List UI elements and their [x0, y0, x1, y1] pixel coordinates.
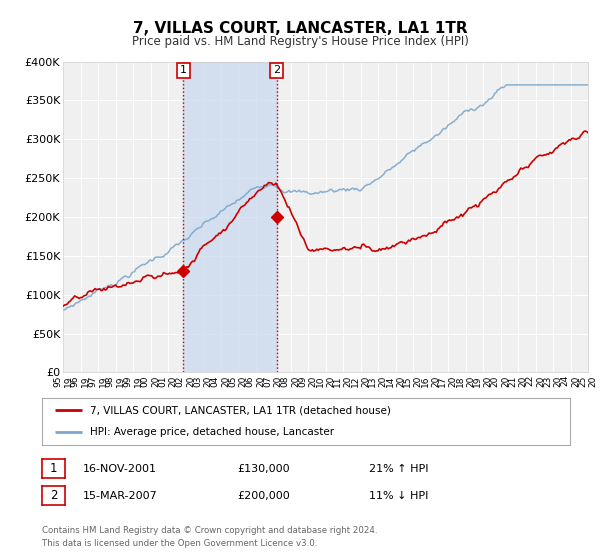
Text: HPI: Average price, detached house, Lancaster: HPI: Average price, detached house, Lanc… — [89, 427, 334, 437]
Text: 15-MAR-2007: 15-MAR-2007 — [83, 491, 158, 501]
Text: £130,000: £130,000 — [237, 464, 290, 474]
Text: 2: 2 — [273, 66, 280, 76]
Text: Price paid vs. HM Land Registry's House Price Index (HPI): Price paid vs. HM Land Registry's House … — [131, 35, 469, 48]
Text: 7, VILLAS COURT, LANCASTER, LA1 1TR: 7, VILLAS COURT, LANCASTER, LA1 1TR — [133, 21, 467, 36]
Text: Contains HM Land Registry data © Crown copyright and database right 2024.: Contains HM Land Registry data © Crown c… — [42, 526, 377, 535]
Text: 1: 1 — [180, 66, 187, 76]
Bar — [184, 62, 277, 372]
Text: 11% ↓ HPI: 11% ↓ HPI — [369, 491, 428, 501]
Text: This data is licensed under the Open Government Licence v3.0.: This data is licensed under the Open Gov… — [42, 539, 317, 548]
Text: £200,000: £200,000 — [237, 491, 290, 501]
Text: 1: 1 — [50, 462, 57, 475]
Text: 21% ↑ HPI: 21% ↑ HPI — [369, 464, 428, 474]
Text: 2: 2 — [50, 489, 57, 502]
Text: 16-NOV-2001: 16-NOV-2001 — [83, 464, 157, 474]
Text: 7, VILLAS COURT, LANCASTER, LA1 1TR (detached house): 7, VILLAS COURT, LANCASTER, LA1 1TR (det… — [89, 405, 391, 416]
